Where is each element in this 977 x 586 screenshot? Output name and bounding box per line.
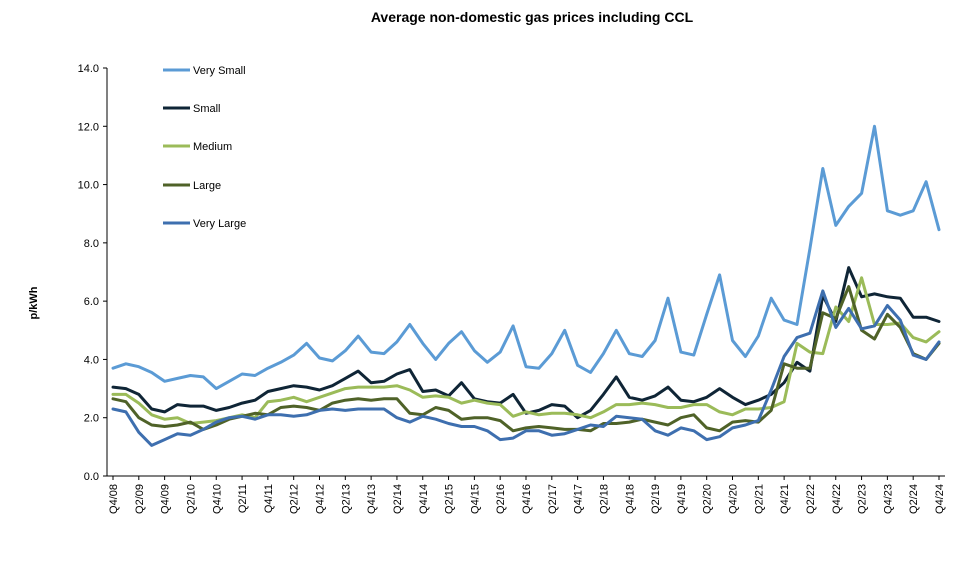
y-tick-label: 2.0 [84,413,99,425]
legend-item: Very Small [163,65,246,77]
x-tick-label: Q4/15 [469,484,481,514]
x-tick-label: Q2/09 [134,484,146,514]
x-tick-label: Q4/24 [934,484,946,514]
x-tick-label: Q4/22 [831,484,843,514]
x-tick-label: Q2/15 [444,484,456,514]
y-tick-label: 6.0 [84,296,99,308]
x-tick-label: Q2/11 [237,484,249,513]
y-tick-label: 4.0 [84,354,99,366]
x-tick-label: Q4/10 [211,484,223,514]
x-tick-label: Q2/14 [392,484,404,514]
x-tick-label: Q4/17 [573,484,585,514]
legend-label: Medium [193,141,232,153]
x-tick-label: Q2/22 [805,484,817,514]
x-tick-label: Q4/11 [263,484,275,513]
legend: Very Small Small Medium Large Very Large [163,65,246,230]
x-tick-label: Q4/23 [882,484,894,514]
x-tick-label: Q4/20 [728,484,740,514]
x-tick-label: Q2/16 [495,484,507,514]
chart-title: Average non-domestic gas prices includin… [371,9,694,25]
legend-item: Small [163,103,221,115]
y-tick-label: 0.0 [84,471,99,483]
legend-label: Large [193,180,221,192]
legend-item: Very Large [163,218,246,230]
y-tick-label: 8.0 [84,238,99,250]
y-tick-label: 10.0 [78,180,99,192]
x-tick-label: Q2/13 [340,484,352,514]
series-line-large [111,285,941,433]
x-tick-label: Q4/12 [315,484,327,514]
legend-label: Very Small [193,65,246,77]
x-tick-label: Q2/21 [753,484,765,514]
legend-item: Medium [163,141,232,153]
x-tick-label: Q4/14 [418,484,430,514]
x-tick-label: Q4/19 [676,484,688,514]
y-axis-label: p/kWh [28,286,40,319]
x-tick-label: Q4/08 [108,484,120,514]
series-lines [111,124,941,447]
series-line-very-small [111,124,941,391]
x-tick-label: Q4/18 [624,484,636,514]
legend-label: Small [193,103,221,115]
x-tick-label: Q2/19 [650,484,662,514]
x-tick-label: Q2/18 [598,484,610,514]
y-tick-label: 12.0 [78,121,99,133]
x-tick-label: Q4/21 [779,484,791,514]
legend-label: Very Large [193,218,246,230]
x-tick-label: Q4/16 [521,484,533,514]
x-tick-label: Q2/17 [547,484,559,514]
axes: 0.0 2.0 4.0 6.0 8.0 10.0 12.0 14.0 Q4/08 Q2/09 Q4/… [78,63,946,514]
legend-item: Large [163,180,221,192]
x-tick-label: Q4/09 [160,484,172,514]
x-tick-label: Q2/12 [289,484,301,514]
y-tick-label: 14.0 [78,63,99,75]
series-line-very-large [111,289,941,447]
x-tick-label: Q2/23 [857,484,869,514]
x-tick-label: Q2/20 [702,484,714,514]
x-tick-label: Q4/13 [366,484,378,514]
x-tick-label: Q2/10 [185,484,197,514]
x-tick-label: Q2/24 [908,484,920,514]
